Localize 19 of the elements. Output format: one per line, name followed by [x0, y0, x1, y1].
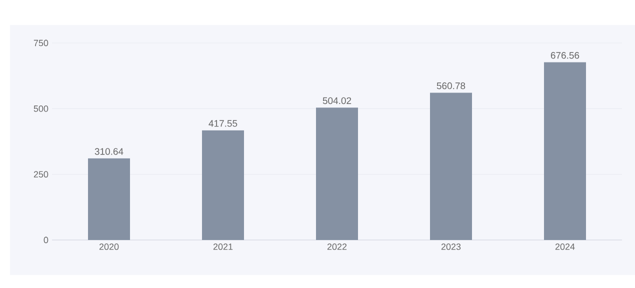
bar [544, 62, 586, 240]
y-tick-label: 0 [44, 236, 48, 244]
bar [430, 92, 472, 240]
bar [316, 108, 358, 240]
x-tick-label: 2021 [213, 244, 233, 250]
data-label: 676.56 [550, 52, 580, 59]
x-tick-label: 2020 [99, 244, 119, 250]
data-label: 504.02 [322, 97, 352, 104]
data-label: 560.78 [436, 82, 466, 90]
x-tick-label: 2023 [441, 244, 461, 250]
y-tick-label: 750 [34, 40, 48, 46]
y-tick-label: 250 [34, 171, 48, 178]
y-tick-label: 500 [34, 105, 48, 112]
data-label: 310.64 [94, 148, 124, 155]
bar [202, 130, 244, 240]
data-label: 417.55 [208, 120, 238, 127]
x-tick-label: 2024 [555, 244, 575, 250]
x-tick-label: 2022 [327, 244, 347, 250]
bar [88, 158, 130, 240]
